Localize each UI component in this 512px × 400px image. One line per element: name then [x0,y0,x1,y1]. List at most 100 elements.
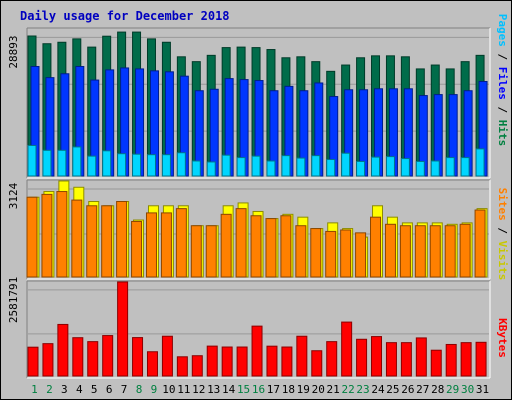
sites-bar [71,199,83,278]
day-label: 28 [431,383,444,396]
legend-hits: Hits [496,120,509,147]
sites-bar [205,225,217,278]
sites-bar [265,218,277,278]
pages-bar [266,160,276,177]
day-label: 31 [476,383,489,396]
pages-bar [72,146,82,177]
kbytes-bar [460,342,472,377]
day-label: 14 [222,383,236,396]
kbytes-bar [236,346,248,377]
sites-bar [414,225,426,278]
legend-sites-visits: Sites / Visits [496,188,509,281]
day-label: 16 [252,383,265,396]
kbytes-bar [102,335,114,377]
day-label: 1 [31,383,38,396]
kbytes-bar [296,335,308,377]
pages-bar [146,154,156,177]
pages-bar [236,157,246,177]
legend-separator: / [496,100,509,120]
day-label: 10 [162,383,175,396]
kbytes-panel: 2581791 [7,277,491,379]
day-label: 13 [207,383,220,396]
sites-bar [56,191,68,278]
day-label: 23 [356,383,369,396]
pages-bar [206,161,216,177]
day-label: 30 [461,383,474,396]
kbytes-bar [430,349,442,377]
day-label: 29 [446,383,459,396]
kbytes-bar [72,337,84,377]
kbytes-bar [385,342,397,377]
legend-files: Files [496,67,509,100]
sites-bar [459,223,471,278]
sites-bar [325,230,337,278]
day-axis: 1 2 3 4 5 6 7 8 9 10 11 12 13 14 15 16 17 18 19 20 21 22 23 24 2… [31,383,489,396]
kbytes-bar [42,343,54,377]
pages-bar [356,160,366,177]
legend-kbytes: KBytes [496,318,509,358]
day-label: 21 [327,383,340,396]
hits-files-pages-panel: 28893 [7,27,491,179]
kbytes-bar [27,346,39,377]
legend-kbytes: KBytes [496,318,509,358]
day-label: 4 [76,383,83,396]
kbytes-bar [221,346,233,377]
sites-bar [116,201,128,278]
visits-sites-panel: 3124 [7,179,491,280]
legend-text: Sites / Visits [496,188,509,281]
pages-bar [385,156,395,177]
pages-bar [117,153,127,177]
kbytes-bar [371,336,383,377]
day-label: 7 [121,383,128,396]
legend-separator: / [496,221,509,241]
sites-bar [340,229,352,278]
sites-bar [41,193,53,278]
pages-bar [445,157,455,177]
pages-bar [326,159,336,177]
day-label: 17 [267,383,280,396]
kbytes-bar [251,325,263,377]
sites-bar [280,215,292,278]
legend-text: Pages / Files / Hits [496,14,509,147]
pages-bar [27,144,37,177]
pages-bar [251,155,261,177]
kbytes-bar [281,346,293,377]
y-max-label: 28893 [7,35,20,68]
day-label: 11 [177,383,190,396]
day-label: 15 [237,383,250,396]
sites-bar [175,208,187,278]
day-label: 20 [312,383,325,396]
sites-bar [370,216,382,278]
pages-bar [415,160,425,177]
day-label: 18 [282,383,295,396]
legend-sites: Sites [496,188,509,221]
sites-bar [131,220,143,278]
sites-bar [444,225,456,278]
legend-visits: Visits [496,241,509,281]
pages-bar [341,152,351,177]
pages-bar [42,149,52,177]
kbytes-bar [400,342,412,377]
kbytes-bar [266,345,278,377]
pages-bar [430,160,440,177]
kbytes-bar [176,356,188,377]
day-label: 27 [416,383,429,396]
sites-bar [295,225,307,278]
sites-bar [101,205,113,278]
sites-bar [474,209,486,278]
sites-bar [220,213,232,278]
sites-bar [429,225,441,278]
day-label: 9 [151,383,158,396]
sites-bar [310,228,322,278]
chart-title: Daily usage for December 2018 [20,9,230,23]
day-label: 2 [46,383,53,396]
pages-bar [161,154,171,177]
kbytes-bar [326,341,338,377]
pages-bar [87,155,97,177]
day-label: 22 [341,383,354,396]
sites-bar [399,225,411,278]
y-max-label: 3124 [7,182,20,209]
sites-bar [86,205,98,278]
pages-bar [221,154,231,177]
